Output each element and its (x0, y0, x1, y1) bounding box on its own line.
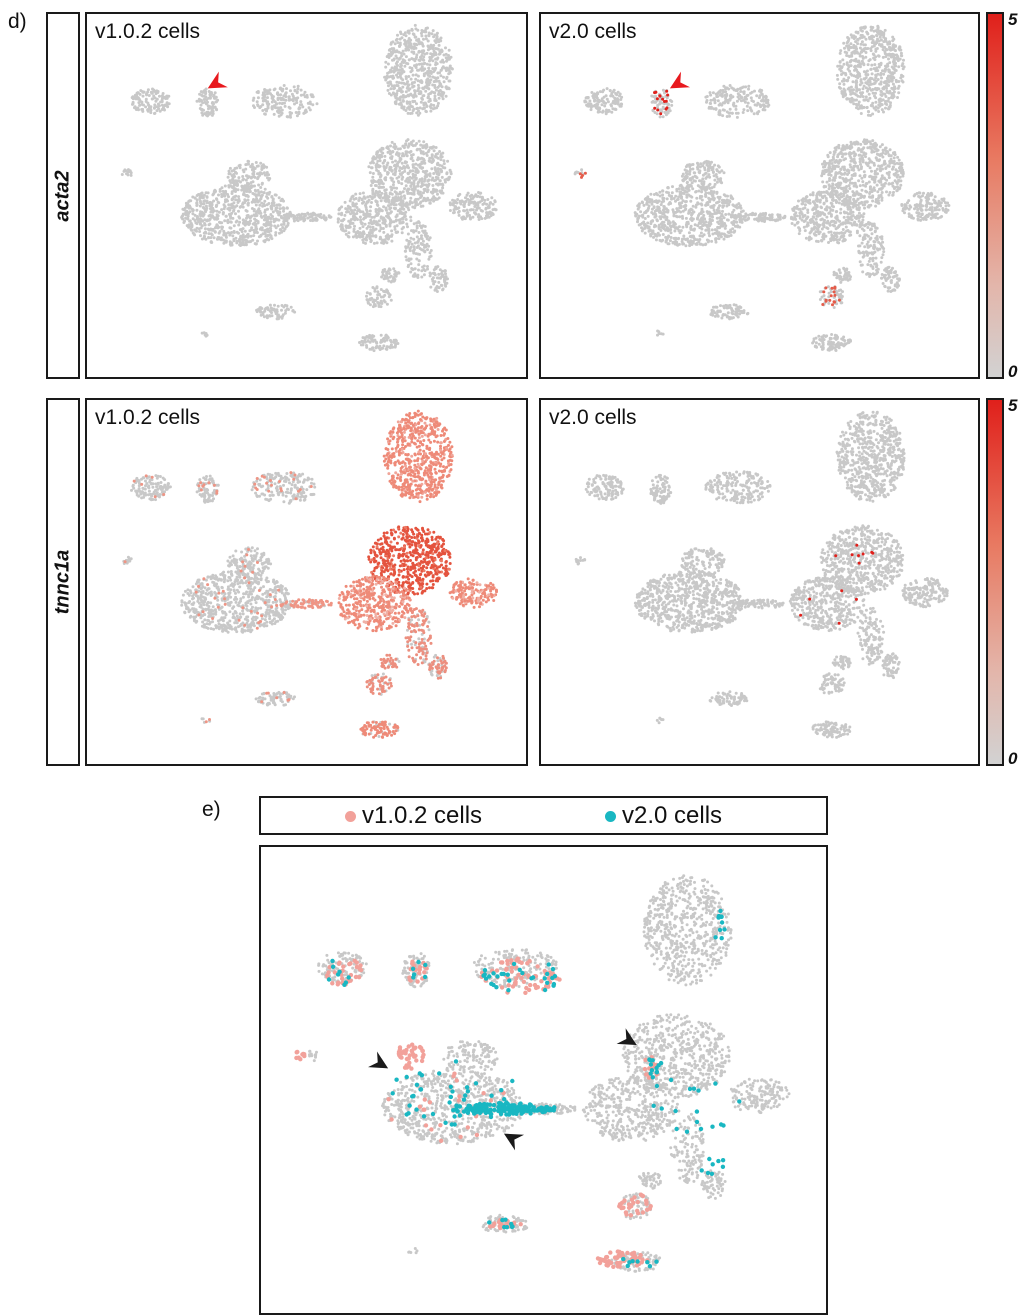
cell-points (120, 23, 498, 353)
legend-label-v20: v2.0 cells (622, 802, 723, 829)
legend-dot-v20 (605, 810, 616, 822)
colorbar-min-label: 0 (1008, 362, 1018, 381)
umap-scatter (120, 23, 498, 353)
colorbar-max-label: 5 (1008, 396, 1018, 415)
panel-title: v2.0 cells (549, 406, 637, 429)
panel-d-label: d) (8, 10, 27, 33)
umap-panel-tnnc1a-v102: v1.0.2 cells (85, 398, 528, 766)
gene-label-box-tnnc1a: tnnc1a (46, 398, 80, 766)
gene-label-tnnc1a: tnnc1a (51, 549, 74, 615)
cell-points (573, 24, 951, 352)
gene-label-box-acta2: acta2 (46, 12, 80, 379)
panel-e-label: e) (202, 798, 221, 821)
annotation-arrowhead (503, 1133, 525, 1151)
colorbar-max-label: 5 (1008, 10, 1018, 29)
umap-panel-combined (259, 845, 828, 1315)
umap-panel-acta2-v102: v1.0.2 cells (85, 12, 528, 379)
gene-label-acta2: acta2 (51, 169, 74, 222)
legend-dot-v102 (345, 810, 356, 822)
legend-item-v20: v2.0 cells (605, 802, 722, 830)
annotation-arrowhead (669, 71, 691, 89)
cell-points (122, 409, 498, 739)
colorbar-min-label: 0 (1008, 749, 1018, 768)
panel-title: v1.0.2 cells (95, 20, 201, 43)
umap-scatter (574, 410, 949, 739)
colorbar-tnnc1a (986, 398, 1004, 766)
umap-scatter (573, 24, 951, 352)
annotation-arrowhead (616, 1028, 637, 1046)
annotation-arrowhead (368, 1051, 389, 1069)
panel-title: v1.0.2 cells (95, 406, 201, 429)
colorbar-acta2 (986, 12, 1004, 379)
sample-overlay-points (294, 908, 742, 1269)
cell-points (574, 410, 949, 739)
legend-label-v102: v1.0.2 cells (362, 802, 483, 829)
umap-panel-tnnc1a-v20: v2.0 cells (539, 398, 980, 766)
panel-title: v2.0 cells (549, 20, 637, 43)
legend: v1.0.2 cells v2.0 cells (259, 796, 828, 835)
umap-scatter (122, 409, 498, 739)
umap-scatter (294, 874, 791, 1273)
annotation-arrowhead (207, 71, 228, 89)
legend-item-v102: v1.0.2 cells (345, 802, 482, 830)
umap-panel-acta2-v20: v2.0 cells (539, 12, 980, 379)
cell-points (308, 874, 791, 1273)
